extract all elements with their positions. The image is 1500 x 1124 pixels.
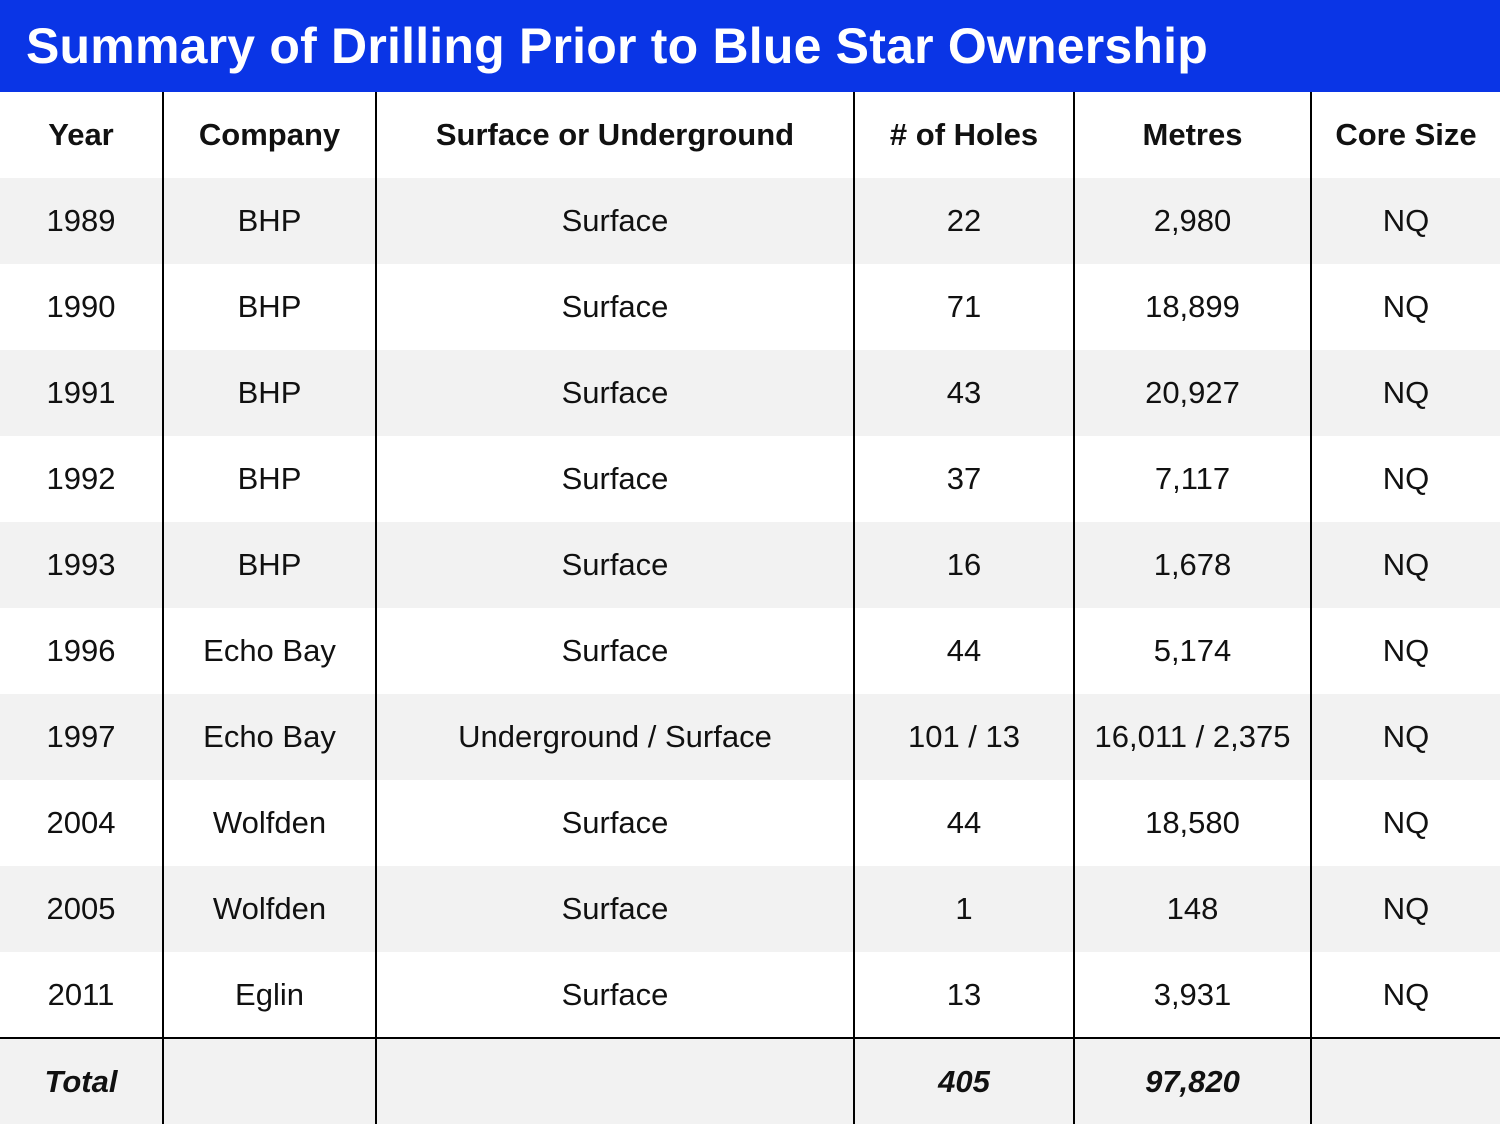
cell-year: 2011 [0,952,163,1038]
cell-holes: 43 [853,350,1074,436]
header-company: Company [162,92,376,178]
cell-core-size: NQ [1310,866,1500,952]
cell-surface-or-underground: Surface [375,350,854,436]
header-core-size: Core Size [1310,92,1500,178]
page-title: Summary of Drilling Prior to Blue Star O… [26,18,1209,74]
cell-surface-or-underground: Surface [375,780,854,866]
cell-year: 1992 [0,436,163,522]
cell-holes: 44 [853,780,1074,866]
cell-company: Eglin [162,952,376,1038]
total-company [162,1037,376,1124]
total-holes: 405 [853,1037,1074,1124]
cell-metres: 18,899 [1073,264,1311,350]
cell-holes: 37 [853,436,1074,522]
cell-surface-or-underground: Underground / Surface [375,694,854,780]
table-row: 1997 Echo Bay Underground / Surface 101 … [0,694,1500,780]
table-row: 2004 Wolfden Surface 44 18,580 NQ [0,780,1500,866]
table-row: 1989 BHP Surface 22 2,980 NQ [0,178,1500,264]
cell-company: Wolfden [162,866,376,952]
cell-holes: 13 [853,952,1074,1038]
header-surface-or-underground: Surface or Underground [375,92,854,178]
drilling-summary-table: Year Company Surface or Underground # of… [0,92,1500,1124]
cell-company: BHP [162,264,376,350]
cell-metres: 2,980 [1073,178,1311,264]
cell-metres: 16,011 / 2,375 [1073,694,1311,780]
cell-metres: 20,927 [1073,350,1311,436]
table-header: Year Company Surface or Underground # of… [0,92,1500,178]
cell-holes: 71 [853,264,1074,350]
cell-company: Echo Bay [162,694,376,780]
cell-company: BHP [162,522,376,608]
table-row: 2005 Wolfden Surface 1 148 NQ [0,866,1500,952]
cell-year: 2004 [0,780,163,866]
table-row: 1991 BHP Surface 43 20,927 NQ [0,350,1500,436]
total-label: Total [0,1037,163,1124]
total-metres: 97,820 [1073,1037,1311,1124]
cell-company: BHP [162,350,376,436]
cell-company: BHP [162,178,376,264]
cell-metres: 5,174 [1073,608,1311,694]
cell-metres: 148 [1073,866,1311,952]
cell-surface-or-underground: Surface [375,178,854,264]
cell-surface-or-underground: Surface [375,264,854,350]
table-body: 1989 BHP Surface 22 2,980 NQ 1990 BHP Su… [0,178,1500,1038]
table-row: 1992 BHP Surface 37 7,117 NQ [0,436,1500,522]
table-row: 1996 Echo Bay Surface 44 5,174 NQ [0,608,1500,694]
table-row: 1993 BHP Surface 16 1,678 NQ [0,522,1500,608]
cell-core-size: NQ [1310,264,1500,350]
cell-surface-or-underground: Surface [375,522,854,608]
cell-surface-or-underground: Surface [375,608,854,694]
cell-year: 1991 [0,350,163,436]
cell-holes: 1 [853,866,1074,952]
header-year: Year [0,92,163,178]
cell-core-size: NQ [1310,178,1500,264]
cell-year: 1996 [0,608,163,694]
cell-core-size: NQ [1310,780,1500,866]
total-row: Total 405 97,820 [0,1037,1500,1124]
cell-core-size: NQ [1310,694,1500,780]
cell-holes: 16 [853,522,1074,608]
cell-company: Wolfden [162,780,376,866]
table-row: 2011 Eglin Surface 13 3,931 NQ [0,952,1500,1038]
cell-core-size: NQ [1310,608,1500,694]
header-metres: Metres [1073,92,1311,178]
cell-core-size: NQ [1310,350,1500,436]
cell-company: Echo Bay [162,608,376,694]
cell-metres: 7,117 [1073,436,1311,522]
total-core-size [1310,1037,1500,1124]
cell-company: BHP [162,436,376,522]
total-surface-or-underground [375,1037,854,1124]
cell-surface-or-underground: Surface [375,952,854,1038]
cell-surface-or-underground: Surface [375,866,854,952]
cell-holes: 22 [853,178,1074,264]
cell-surface-or-underground: Surface [375,436,854,522]
cell-core-size: NQ [1310,436,1500,522]
title-bar: Summary of Drilling Prior to Blue Star O… [0,0,1500,92]
cell-metres: 18,580 [1073,780,1311,866]
cell-core-size: NQ [1310,952,1500,1038]
cell-year: 1993 [0,522,163,608]
header-holes: # of Holes [853,92,1074,178]
table-row: 1990 BHP Surface 71 18,899 NQ [0,264,1500,350]
cell-year: 1997 [0,694,163,780]
header-row: Year Company Surface or Underground # of… [0,92,1500,178]
cell-holes: 101 / 13 [853,694,1074,780]
cell-metres: 3,931 [1073,952,1311,1038]
cell-metres: 1,678 [1073,522,1311,608]
cell-holes: 44 [853,608,1074,694]
cell-year: 1990 [0,264,163,350]
cell-year: 2005 [0,866,163,952]
table-footer: Total 405 97,820 [0,1037,1500,1124]
cell-core-size: NQ [1310,522,1500,608]
cell-year: 1989 [0,178,163,264]
